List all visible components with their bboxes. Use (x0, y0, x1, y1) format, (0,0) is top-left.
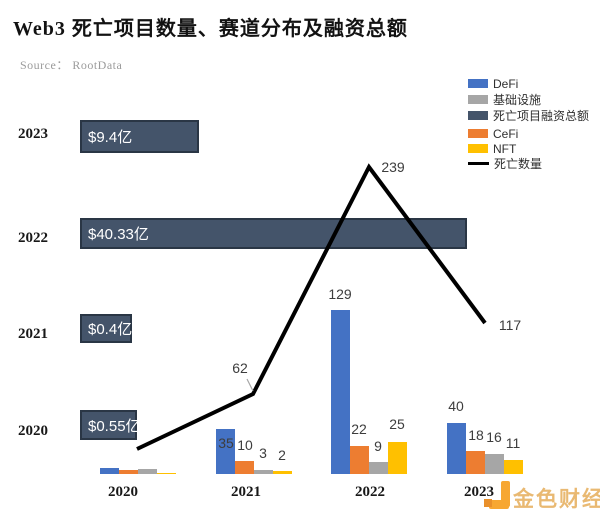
label-nft-2021: 2 (278, 447, 286, 463)
label-nft-2022: 25 (389, 416, 405, 432)
funding-year-2020: 2020 (18, 423, 48, 439)
label-infrastructure-2022: 9 (374, 438, 382, 454)
label-infrastructure-2021: 3 (259, 445, 267, 461)
line-label-2023: 117 (498, 317, 522, 333)
funding-bar-label: $0.4亿 (88, 321, 133, 338)
axis-year-2023: 2023 (464, 484, 494, 500)
legend-item-defi: DeFi (468, 76, 519, 91)
label-defi-2023: 40 (448, 398, 464, 414)
funding-bar-2021: $0.4亿 (80, 314, 132, 343)
legend-item-total-funding: 死亡项目融资总额 (468, 109, 590, 123)
annotation-leader-line (246, 378, 254, 392)
label-cefi-2021: 10 (237, 437, 253, 453)
line-label-2021: 62 (232, 360, 248, 376)
label-defi-2022: 129 (328, 286, 352, 302)
line-label-2022: 239 (381, 159, 405, 175)
source-label: Source： RootData (20, 58, 123, 72)
bar-infrastructure-2022 (369, 462, 388, 474)
axis-year-2022: 2022 (355, 484, 385, 500)
legend-label: 死亡数量 (494, 157, 543, 171)
bar-infrastructure-2020 (138, 469, 157, 474)
legend-label: 死亡项目融资总额 (493, 109, 590, 123)
funding-year-2023: 2023 (18, 126, 48, 142)
bar-nft-2023 (504, 460, 523, 474)
funding-bar-label: $0.55亿 (88, 417, 141, 435)
logo-shape (489, 500, 509, 509)
legend-label: DeFi (493, 76, 519, 91)
label-infrastructure-2023: 16 (486, 429, 502, 445)
legend-label: NFT (493, 141, 517, 156)
axis-year-2020: 2020 (108, 484, 138, 500)
funding-year-2022: 2022 (18, 230, 48, 246)
bar-nft-2020 (157, 472, 176, 474)
legend-label: 基础设施 (493, 93, 542, 107)
legend-line-swatch (468, 162, 489, 165)
watermark-text: 金色财经 (513, 488, 600, 511)
legend-label: CeFi (493, 126, 519, 141)
bar-cefi-2020 (119, 470, 138, 474)
legend-item-nft: NFT (468, 141, 517, 156)
jinse-finance-logo-icon (484, 481, 510, 509)
bar-cefi-2022 (350, 446, 369, 474)
label-nft-2023: 11 (505, 435, 521, 451)
funding-year-2021: 2021 (18, 326, 48, 342)
funding-bar-2020: $0.55亿 (80, 410, 141, 440)
legend-swatch-total-funding (468, 111, 488, 120)
funding-bar-2022: $40.33亿 (80, 218, 467, 249)
legend-item-cefi: CeFi (468, 126, 519, 141)
logo-shape (484, 499, 492, 507)
chart-title: Web3 死亡项目数量、赛道分布及融资总额 (13, 18, 408, 40)
funding-bar-label: $9.4亿 (88, 129, 133, 146)
bar-cefi-2021 (235, 461, 254, 474)
logo-shape (501, 481, 510, 507)
legend-swatch-cefi (468, 129, 488, 138)
bar-infrastructure-2021 (254, 470, 273, 474)
bar-nft-2021 (273, 471, 292, 474)
funding-bar-label: $40.33亿 (88, 226, 149, 243)
label-cefi-2022: 22 (351, 421, 367, 437)
axis-year-2021: 2021 (231, 484, 261, 500)
legend-item-death-count: 死亡数量 (468, 157, 543, 171)
legend-swatch-nft (468, 144, 488, 153)
legend-swatch-defi (468, 79, 488, 88)
legend-swatch-infrastructure (468, 95, 488, 104)
funding-bar-2023: $9.4亿 (80, 120, 199, 153)
bar-cefi-2023 (466, 451, 485, 474)
label-cefi-2023: 18 (468, 427, 484, 443)
death-count-line (136, 163, 487, 451)
label-defi-2021: 35 (218, 435, 234, 451)
bar-defi-2020 (100, 468, 119, 474)
bar-defi-2022 (331, 310, 350, 474)
legend-item-infrastructure: 基础设施 (468, 93, 542, 107)
bar-infrastructure-2023 (485, 454, 504, 474)
